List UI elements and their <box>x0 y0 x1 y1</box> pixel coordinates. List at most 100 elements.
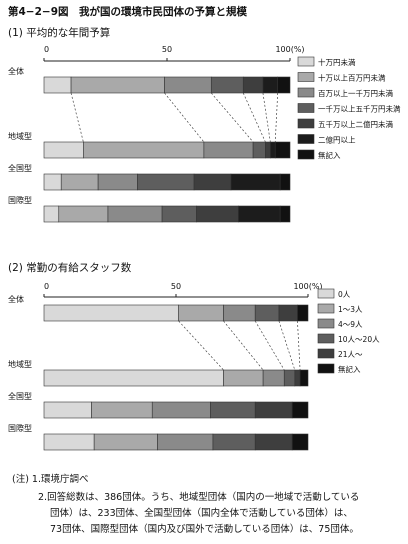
bar-segment <box>70 76 165 94</box>
bar-segment <box>279 173 291 191</box>
legend-label: 0人 <box>338 290 351 299</box>
bar-segment <box>43 433 95 451</box>
legend-label: 百万以上一千万円未満 <box>318 88 393 98</box>
legend-swatch <box>297 103 315 113</box>
legend-label: 1～3人 <box>338 305 363 314</box>
legend-swatch <box>317 348 335 359</box>
bar-segment <box>43 173 62 191</box>
bar-segment <box>203 141 254 159</box>
category-label: 全国型 <box>8 391 32 401</box>
bar-segment <box>283 369 296 387</box>
bar-segment <box>230 173 281 191</box>
connector-line <box>178 320 224 371</box>
legend-label: 10人～20人 <box>338 335 380 344</box>
legend-label: 一千万以上五千万円未満 <box>318 104 401 114</box>
notes: (注) 1.環境庁調べ 2.回答総数は、386団体。うち、地域型団体（国内の一地… <box>12 473 359 535</box>
bar-segment <box>43 369 224 387</box>
chart1-title: (1) 平均的な年間予算 <box>8 26 110 39</box>
bar-segment <box>262 369 285 387</box>
legend-label: 無記入 <box>318 150 341 160</box>
bar-segment <box>279 205 291 223</box>
bar-segment <box>252 141 266 159</box>
legend-swatch <box>317 333 335 344</box>
connector-line <box>164 92 205 143</box>
legend-label: 21人～ <box>338 350 363 359</box>
legend-swatch <box>297 72 315 82</box>
note-line: 2.回答総数は、386団体。うち、地域型団体（国内の一地域で活動している <box>38 491 359 503</box>
legend-label: 十万以上百万円未満 <box>318 73 386 83</box>
connector-line <box>278 320 296 371</box>
x-tick-label: 50 <box>162 45 172 54</box>
bar-segment <box>43 304 179 322</box>
legend-swatch <box>297 134 315 144</box>
legend-label: 無記入 <box>338 364 361 374</box>
bar-segment <box>164 76 212 94</box>
note-line: 団体）は、233団体、全国型団体（国内全体で活動している団体）は、 <box>50 507 353 519</box>
category-label: 地域型 <box>8 131 32 141</box>
bar-segment <box>178 304 224 322</box>
connector-line <box>211 92 254 143</box>
bar-segment <box>278 304 298 322</box>
bar-segment <box>254 433 293 451</box>
x-tick-label: 100(%) <box>275 45 304 54</box>
legend-swatch <box>317 303 335 314</box>
bar-segment <box>274 141 291 159</box>
bar-segment <box>151 401 211 419</box>
bar-segment <box>299 369 309 387</box>
bar-segment <box>43 205 60 223</box>
legend-label: 二億円以上 <box>318 135 356 145</box>
bar-segment <box>223 369 264 387</box>
bar-segment <box>277 76 291 94</box>
x-tick-label: 0 <box>44 282 49 291</box>
note-line: 73団体、国際型団体（国内及び国外で活動している団体）は、75団体。 <box>50 523 359 535</box>
chart2-title: (2) 常勤の有給スタッフ数 <box>8 261 132 274</box>
connector-line <box>70 92 84 143</box>
connector-line <box>262 92 271 143</box>
bar-segment <box>297 304 309 322</box>
legend-swatch <box>317 318 335 329</box>
category-label: 全体 <box>8 294 24 304</box>
bar-segment <box>93 433 158 451</box>
bar-segment <box>97 173 138 191</box>
connector-line <box>254 320 285 371</box>
bar-segment <box>210 401 256 419</box>
bar-segment <box>43 401 92 419</box>
note-line: (注) 1.環境庁調べ <box>12 473 89 485</box>
bar-segment <box>242 76 264 94</box>
connector-line <box>297 320 301 371</box>
bar-segment <box>157 433 214 451</box>
bar-segment <box>270 141 276 159</box>
category-label: 全体 <box>8 66 24 76</box>
bar-segment <box>43 76 72 94</box>
bar-segment <box>161 205 197 223</box>
legend-label: 五千万以上二億円未満 <box>318 119 393 129</box>
bar-segment <box>83 141 205 159</box>
legend-swatch <box>297 149 315 160</box>
bar-segment <box>294 369 301 387</box>
bar-segment <box>238 205 281 223</box>
bar-segment <box>196 205 239 223</box>
bar-segment <box>137 173 195 191</box>
connector-line <box>223 320 264 371</box>
bar-segment <box>223 304 256 322</box>
connector-line <box>274 92 279 143</box>
legend-swatch <box>297 87 315 98</box>
legend-swatch <box>317 288 335 299</box>
legend-label: 十万円未満 <box>318 57 356 67</box>
x-tick-label: 100(%) <box>293 282 322 291</box>
legend-swatch <box>297 118 315 129</box>
category-label: 国際型 <box>8 195 32 205</box>
x-tick-label: 0 <box>44 45 49 54</box>
bar-segment <box>262 76 279 94</box>
legend-swatch <box>297 56 315 67</box>
bar-segment <box>265 141 271 159</box>
x-tick-label: 50 <box>171 282 181 291</box>
legend-label: 4～9人 <box>338 320 363 329</box>
bar-segment <box>107 205 163 223</box>
bar-segment <box>210 76 244 94</box>
legend-swatch <box>317 363 335 374</box>
bar-segment <box>254 304 280 322</box>
